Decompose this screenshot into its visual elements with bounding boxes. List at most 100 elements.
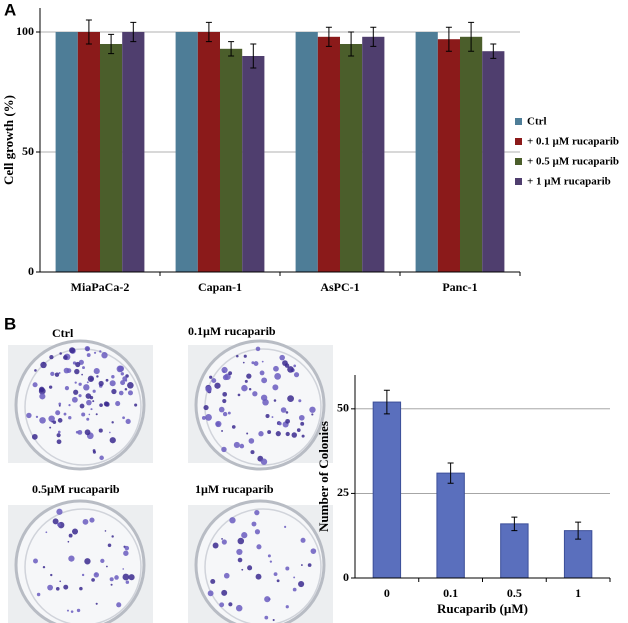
legend-label: Ctrl [527,116,547,128]
colony [237,557,243,563]
colony [86,353,91,357]
colony [69,347,76,354]
bar [295,32,318,272]
colony [57,430,61,434]
colony [259,370,265,376]
colony [86,417,90,421]
bar [197,32,220,272]
colony [244,379,248,383]
colony [78,394,82,398]
colony [103,401,109,407]
dish [194,339,326,471]
y-tick-label: 50 [337,401,349,415]
colony [111,375,115,379]
bar [460,36,483,272]
error-bar [383,389,390,415]
panel-label: A [4,0,16,19]
colony [267,554,271,558]
colony [64,386,70,391]
colony [254,510,260,516]
colony [222,411,228,417]
colony [95,573,97,575]
bar [362,36,385,272]
colony [88,413,91,416]
colony [280,407,287,413]
colony [125,580,130,584]
colony [218,406,225,413]
colony [264,615,269,620]
bar [100,44,123,272]
colony [256,544,262,550]
colony [228,602,233,607]
colony [96,375,99,378]
error-bar [445,26,452,52]
colony [246,373,252,379]
colony [81,573,85,577]
colony [212,542,219,549]
bar [77,32,100,272]
colony [86,399,92,406]
colony [92,389,96,393]
colony [253,361,259,366]
colony [66,609,69,612]
colony [84,558,91,565]
colony [205,385,212,393]
colony [66,368,72,374]
bar [317,36,340,272]
colony [120,380,126,386]
colony [261,377,268,384]
colony [248,388,252,391]
colony [109,577,114,582]
colony [90,408,93,411]
error-bar [85,19,92,45]
colony [284,525,287,528]
colony [262,399,269,406]
x-tick-label: 0.5 [507,586,522,600]
bar [437,39,460,273]
bar [242,56,265,272]
colony [68,533,73,538]
colony [223,572,230,579]
colony [86,381,89,384]
colony [31,433,38,440]
x-tick-label: 0.1 [443,586,458,600]
colony [39,417,46,424]
colony [82,518,89,525]
bar [372,401,402,579]
colony [247,565,253,571]
colony [215,420,222,428]
colony [109,437,116,444]
colony [59,352,62,355]
colony [255,573,262,580]
y-tick-label: 0 [343,570,349,584]
x-tick-label: MiaPaCa-2 [71,280,130,294]
colony [282,360,288,366]
colony [84,345,90,352]
colony [285,418,291,424]
colony [91,578,95,582]
bar [122,32,145,272]
colony [68,416,72,420]
colony [201,415,206,420]
colony [77,429,83,435]
colony [92,400,95,403]
colony [123,550,129,556]
colony [57,522,61,527]
photos: Ctrl 0.1µM rucaparib 0.5µM rucaparib 1µM… [8,324,333,623]
bar [500,523,529,579]
colony [275,431,281,437]
colony [120,372,124,376]
colony [134,403,138,407]
colony [300,421,305,426]
colony [63,584,69,590]
colony [298,580,305,588]
colony [71,396,78,403]
colony [291,432,298,438]
error-bar [468,21,475,52]
colony [83,384,90,391]
bar [220,48,243,272]
x-tick-label: Panc-1 [442,280,477,294]
colony [221,539,227,545]
colony [70,610,74,613]
colony [99,455,104,461]
